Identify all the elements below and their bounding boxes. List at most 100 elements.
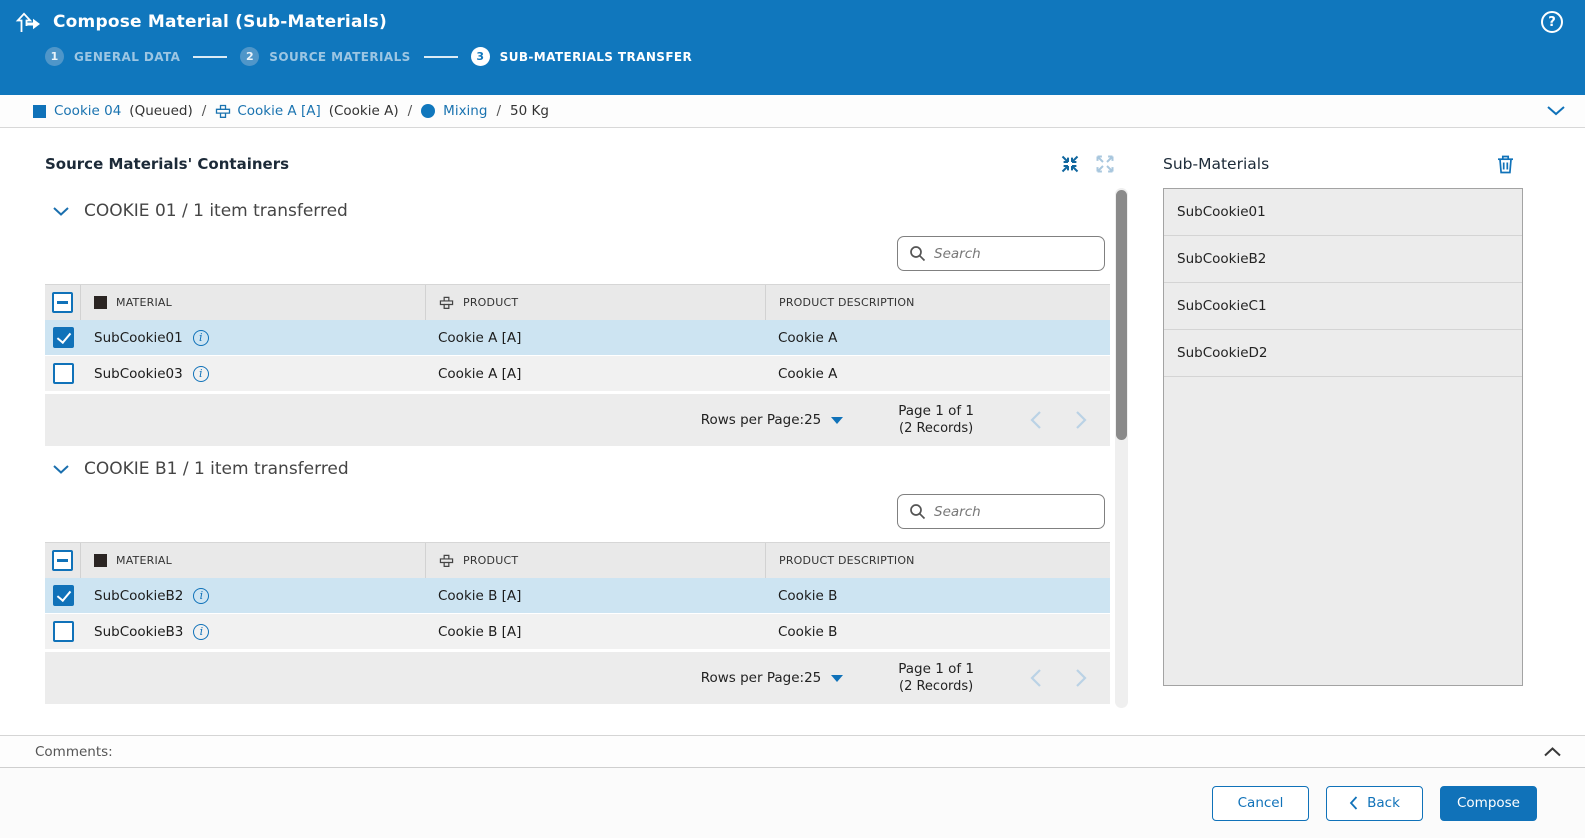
help-icon[interactable]: ? [1541,11,1563,33]
page-info: Page 1 of 1 (2 Records) [898,661,974,695]
row-checkbox[interactable] [52,621,74,642]
cancel-button[interactable]: Cancel [1212,785,1309,821]
material-name: SubCookie03 [94,365,183,382]
comments-bar: Comments: [0,735,1585,768]
info-icon[interactable]: i [193,587,210,604]
breadcrumb-separator: / [407,103,413,119]
step-sub-materials-transfer[interactable]: 3 SUB-MATERIALS TRANSFER [470,47,693,66]
info-icon[interactable]: i [193,623,210,640]
breadcrumb-product-link[interactable]: Cookie A [A] [237,103,321,119]
scrollbar-thumb[interactable] [1116,190,1127,440]
step-number: 3 [470,47,490,66]
select-all-checkbox[interactable] [52,292,73,313]
footer-bar: Cancel Back Compose [0,768,1585,838]
top-bar: Compose Material (Sub-Materials) ? 1 GEN… [0,0,1585,95]
breadcrumb-material-link[interactable]: Cookie 04 [54,103,122,119]
breadcrumb-separator: / [201,103,207,119]
breadcrumb: Cookie 04 (Queued) / Cookie A [A] (Cooki… [0,95,1585,128]
chevron-down-icon[interactable] [53,464,69,474]
info-icon[interactable]: i [192,365,209,382]
rows-per-page-dropdown[interactable]: Rows per Page: 25 [701,412,844,428]
page-info: Page 1 of 1 (2 Records) [898,403,974,437]
sub-materials-panel: Sub-Materials SubCookie01 SubCookieB2 Su… [1163,146,1523,735]
step-label: SOURCE MATERIALS [269,49,411,64]
container-section: COOKIE B1 / 1 item transferred [45,459,1110,704]
product-description: Cookie B [778,587,838,604]
product-description: (Cookie A) [328,103,399,119]
table-row[interactable]: SubCookieB2 i Cookie B [A] Cookie B [45,578,1110,614]
table-header: MATERIAL PRODUCT [45,284,1110,320]
chevron-down-icon[interactable] [1547,106,1565,116]
product-name: Cookie B [A] [438,587,522,604]
material-name: SubCookieB3 [94,623,184,640]
list-item[interactable]: SubCookieC1 [1164,283,1522,330]
step-label: SUB-MATERIALS TRANSFER [499,49,693,64]
dropdown-caret-icon [831,674,844,682]
chevron-left-icon[interactable] [1012,410,1058,430]
pagination-bar: Rows per Page: 25 Page 1 of 1 (2 Records) [45,394,1110,446]
comments-label: Comments: [35,743,113,760]
breadcrumb-operation-link[interactable]: Mixing [443,103,488,119]
product-name: Cookie A [A] [438,329,522,346]
chevron-down-icon[interactable] [53,206,69,216]
step-source-materials[interactable]: 2 SOURCE MATERIALS [240,47,410,66]
column-header-product-description: PRODUCT DESCRIPTION [765,543,1110,578]
rows-per-page-dropdown[interactable]: Rows per Page: 25 [701,670,844,686]
product-icon [215,104,231,119]
breadcrumb-separator: / [496,103,501,119]
collapse-all-icon[interactable] [1060,154,1080,174]
section-title: COOKIE B1 / 1 item transferred [84,459,349,479]
panel-title: Sub-Materials [1163,155,1270,173]
material-icon [94,296,107,309]
step-general-data[interactable]: 1 GENERAL DATA [45,47,180,66]
wizard-stepper: 1 GENERAL DATA 2 SOURCE MATERIALS 3 SUB-… [0,33,1585,66]
column-header-material: MATERIAL [81,543,425,578]
trash-icon[interactable] [1497,155,1514,174]
page-title: Compose Material (Sub-Materials) [53,12,387,32]
chevron-up-icon[interactable] [1544,746,1561,757]
column-header-product: PRODUCT [425,285,765,320]
content-area: Source Materials' Containers [0,128,1585,735]
quantity-value: 50 Kg [510,103,549,119]
material-icon [94,554,107,567]
compose-button[interactable]: Compose [1440,785,1537,821]
expand-all-icon[interactable] [1095,154,1115,174]
row-checkbox[interactable] [52,585,74,606]
table-header: MATERIAL PRODUCT [45,542,1110,578]
material-name: SubCookieB2 [94,587,184,604]
operation-icon [421,104,436,118]
product-name: Cookie A [A] [438,365,522,382]
compose-material-icon [15,12,40,32]
dropdown-caret-icon [831,416,844,424]
product-name: Cookie B [A] [438,623,522,640]
table-row[interactable]: SubCookie03 i Cookie A [A] Cookie A [45,356,1110,392]
chevron-left-icon[interactable] [1012,668,1058,688]
search-input[interactable] [897,236,1105,271]
product-description: Cookie B [778,623,838,640]
select-all-checkbox[interactable] [52,550,73,571]
table-row[interactable]: SubCookie01 i Cookie A [A] Cookie A [45,320,1110,356]
table-row[interactable]: SubCookieB3 i Cookie B [A] Cookie B [45,614,1110,650]
panel-title: Source Materials' Containers [45,155,290,173]
row-checkbox[interactable] [52,327,74,348]
back-button[interactable]: Back [1326,785,1423,821]
search-input[interactable] [897,494,1105,529]
column-header-material: MATERIAL [81,285,425,320]
list-item[interactable]: SubCookie01 [1164,189,1522,236]
step-label: GENERAL DATA [74,49,181,64]
row-checkbox[interactable] [52,363,74,384]
chevron-right-icon[interactable] [1058,410,1104,430]
column-header-product-description: PRODUCT DESCRIPTION [765,285,1110,320]
list-item[interactable]: SubCookieD2 [1164,330,1522,377]
product-description: Cookie A [778,329,838,346]
source-containers-panel: Source Materials' Containers [45,146,1128,735]
vertical-scrollbar[interactable] [1115,188,1128,708]
info-icon[interactable]: i [192,329,209,346]
chevron-right-icon[interactable] [1058,668,1104,688]
step-connector [193,55,228,58]
list-item[interactable]: SubCookieB2 [1164,236,1522,283]
product-description: Cookie A [778,365,838,382]
search-icon [909,503,926,524]
product-icon [439,296,454,310]
